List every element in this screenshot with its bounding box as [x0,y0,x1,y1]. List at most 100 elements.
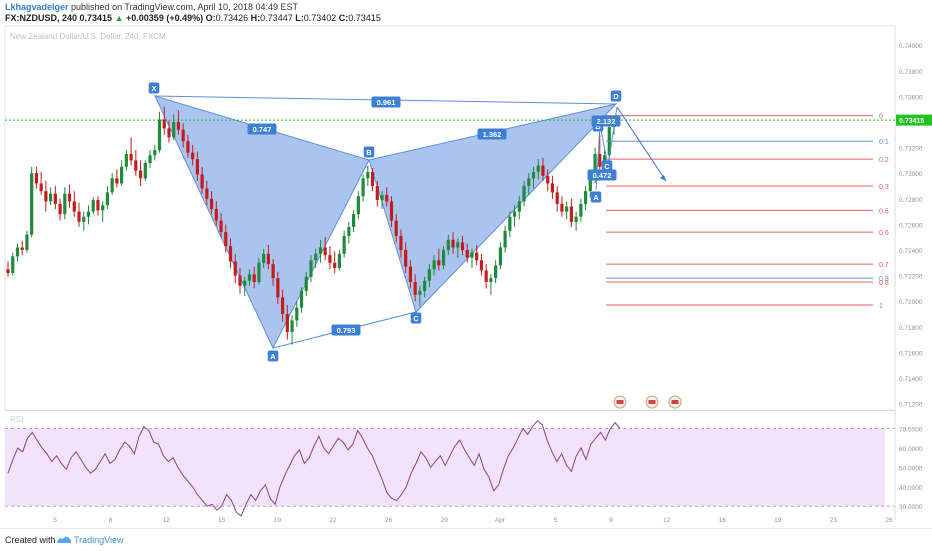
candle-up [295,307,299,321]
candle-up [314,253,318,261]
candle-up [380,194,384,201]
candle-up [593,154,597,178]
candle-up [531,171,536,179]
close-label: C: [338,13,349,23]
time-tick-label: 19 [274,517,282,524]
candle-up [527,178,531,186]
candle-down [39,183,43,192]
time-axis: 5 8 12 15 19 22 26 29 Apr 5 9 12 16 19 23 26 [53,517,893,524]
candle-up [583,191,588,204]
candle-down [460,242,465,250]
time-tick-label: 5 [53,517,57,524]
tradingview-link[interactable]: TradingView [74,535,124,545]
candle-down [375,186,379,201]
time-tick-label: 16 [719,517,727,524]
rsi-line [7,420,621,517]
price-tick-label: 0.71600 [899,350,923,357]
candlesticks [6,106,616,345]
rsi-tick-label: 50.0000 [899,465,923,472]
candle-down [370,171,375,186]
small-point-label: C [604,162,610,171]
candle-up [512,211,517,217]
candle-down [134,160,138,171]
price-tick-label: 0.73800 [899,69,923,76]
candle-down [399,235,403,250]
ratio-label: 1.362 [483,130,502,139]
candle-up [82,216,86,222]
small-pattern-line [595,106,618,191]
price-tick-label: 0.73200 [899,146,923,153]
candle-down [115,178,119,184]
price-change: +0.00359 (+0.49%) [126,13,204,23]
candle-down [550,183,555,193]
event-icons[interactable] [613,395,682,409]
small-point-label-box [601,160,613,172]
author-link[interactable]: Lkhagvadelger [5,2,69,12]
candle-up [110,178,114,193]
low-label: L: [295,13,304,23]
candle-up [243,280,247,286]
candle-down [67,193,72,202]
candle-up [91,200,95,212]
candle-down [252,274,256,282]
footer: Created with TradingView [0,528,932,551]
candle-up [257,262,261,282]
candle-down [408,266,413,282]
candle-down [138,170,143,179]
candle-up [356,196,360,215]
candle-down [555,192,559,204]
fib-level-label: 0.6 [879,230,889,237]
fib-level-label: 0.3 [879,184,889,191]
candle-down [34,173,39,184]
price-chart[interactable]: 0.740000.738000.736000.734000.732000.730… [0,0,932,528]
fib-level-label: 0 [879,114,883,121]
candle-up [508,216,512,231]
time-tick-label: 9 [609,517,613,524]
low-value: 0.73402 [303,13,337,23]
candle-down [167,128,171,138]
flag-icon [671,400,679,404]
ratio-label: 0.793 [337,326,356,335]
candle-down [6,269,10,274]
fibonacci-levels[interactable]: 0 0.1 0.2 0.3 0.5 0.6 0.7 0.80.8 1 [606,114,889,310]
candle-up [157,119,162,151]
price-tick-label: 0.72600 [899,222,923,229]
price-tick-label: 0.72400 [899,248,923,255]
candle-down [96,200,100,211]
time-tick-label: 12 [163,517,171,524]
candle-up [143,162,147,179]
candle-down [323,247,327,256]
ratio-label: 0.961 [377,98,396,107]
candle-up [522,186,526,202]
time-tick-label: 19 [774,517,782,524]
candle-up [456,242,460,248]
candle-down [276,278,280,298]
candle-up [536,165,540,172]
candle-up [342,235,346,254]
fib-level-label: 0.8 [879,280,889,287]
candle-up [49,193,53,202]
point-label-a: A [270,352,276,361]
candle-up [63,193,67,215]
rsi-band [5,428,885,507]
candle-up [441,250,446,266]
candle-up [366,171,370,179]
price-tick-label: 0.73600 [899,94,923,101]
last-price: 0.73415 [79,13,113,23]
candle-down [394,220,398,236]
candle-up [579,203,583,217]
pattern-labels[interactable]: XABCD0.7470.7931.3620.961ABC2.1320.4720.… [148,82,932,362]
candle-up [290,320,294,332]
point-label-x: X [151,84,156,93]
rsi-name-label: RSI [10,415,23,424]
candle-up [574,216,578,222]
candle-down [72,201,76,212]
harmonic-pattern[interactable] [5,95,895,350]
candle-down [451,239,455,248]
price-tick-label: 0.71400 [899,376,923,383]
candle-down [389,201,394,221]
candle-down [162,119,166,129]
price-tick-label: 0.71800 [899,325,923,332]
flag-icon [648,400,656,404]
candle-down [569,206,573,222]
